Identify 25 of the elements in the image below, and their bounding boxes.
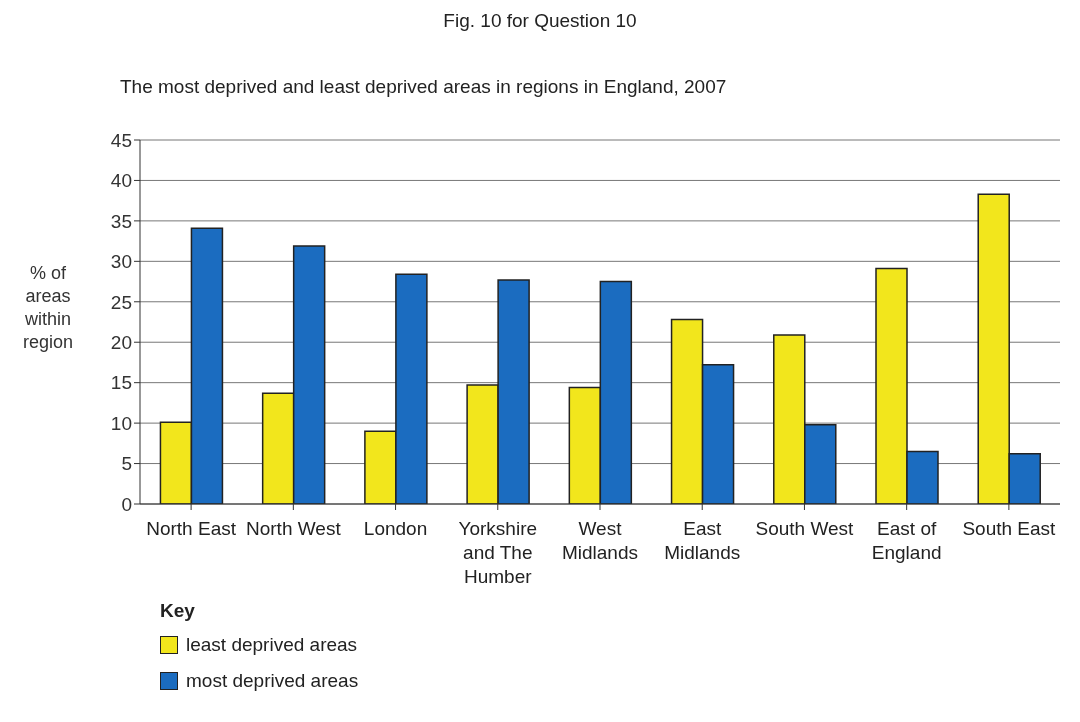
x-tick-label: South East bbox=[962, 518, 1057, 540]
y-tick-label: 10 bbox=[110, 412, 132, 434]
y-tick-label: 0 bbox=[121, 493, 132, 515]
y-tick-label: 20 bbox=[110, 331, 132, 353]
y-tick-label: 45 bbox=[110, 129, 132, 151]
y-axis-title: % of areas within region bbox=[21, 262, 74, 354]
x-tick-label: Yorkshire and The Humber bbox=[458, 518, 538, 587]
chart-subtitle: The most deprived and least deprived areas in regions in England, 2007 bbox=[120, 76, 727, 98]
x-tick-label: East of England bbox=[871, 518, 942, 563]
chart-title: Fig. 10 for Question 10 bbox=[442, 10, 638, 32]
y-tick-label: 40 bbox=[110, 170, 132, 192]
x-tick-label: East Midlands bbox=[664, 518, 741, 563]
x-tick-label: London bbox=[363, 518, 428, 540]
legend-label: most deprived areas bbox=[186, 670, 359, 692]
y-tick-label: 5 bbox=[121, 453, 132, 475]
legend-title: Key bbox=[160, 600, 196, 622]
x-tick-label: North East bbox=[146, 518, 237, 540]
y-tick-label: 30 bbox=[110, 251, 132, 273]
y-tick-label: 35 bbox=[110, 210, 132, 232]
y-tick-label: 25 bbox=[110, 291, 132, 313]
x-tick-label: West Midlands bbox=[561, 518, 639, 563]
x-tick-label: North West bbox=[245, 518, 342, 540]
legend-label: least deprived areas bbox=[186, 634, 358, 656]
y-tick-label: 15 bbox=[110, 372, 132, 394]
x-tick-label: South West bbox=[755, 518, 855, 540]
